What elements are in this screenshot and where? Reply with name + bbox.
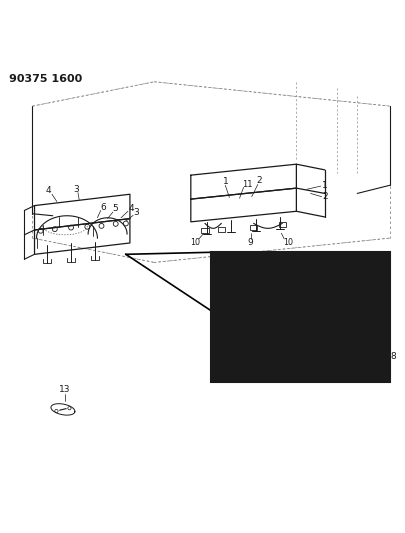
Bar (211, 252, 389, 382)
Bar (249, 225, 257, 230)
Text: 3: 3 (133, 207, 139, 216)
Text: 10: 10 (283, 238, 292, 247)
Text: 4: 4 (46, 187, 51, 196)
Text: 1: 1 (321, 181, 327, 190)
Text: 1: 1 (222, 177, 228, 185)
Text: 10: 10 (190, 238, 199, 247)
Text: 13: 13 (59, 385, 70, 394)
Text: 2: 2 (322, 192, 328, 201)
Bar (217, 227, 224, 231)
Bar (201, 228, 208, 233)
Circle shape (346, 350, 353, 357)
Text: 2: 2 (256, 176, 261, 185)
Text: 5: 5 (112, 204, 118, 213)
Text: 6: 6 (100, 203, 106, 212)
Text: 7: 7 (373, 269, 379, 278)
Text: 8: 8 (390, 352, 395, 361)
Text: 11: 11 (241, 180, 252, 189)
Text: 9: 9 (247, 238, 253, 247)
Bar (278, 222, 285, 227)
Text: 90375 1600: 90375 1600 (9, 74, 82, 84)
Text: 4: 4 (128, 204, 134, 213)
Text: 3: 3 (73, 185, 79, 194)
Text: 12: 12 (273, 365, 284, 374)
